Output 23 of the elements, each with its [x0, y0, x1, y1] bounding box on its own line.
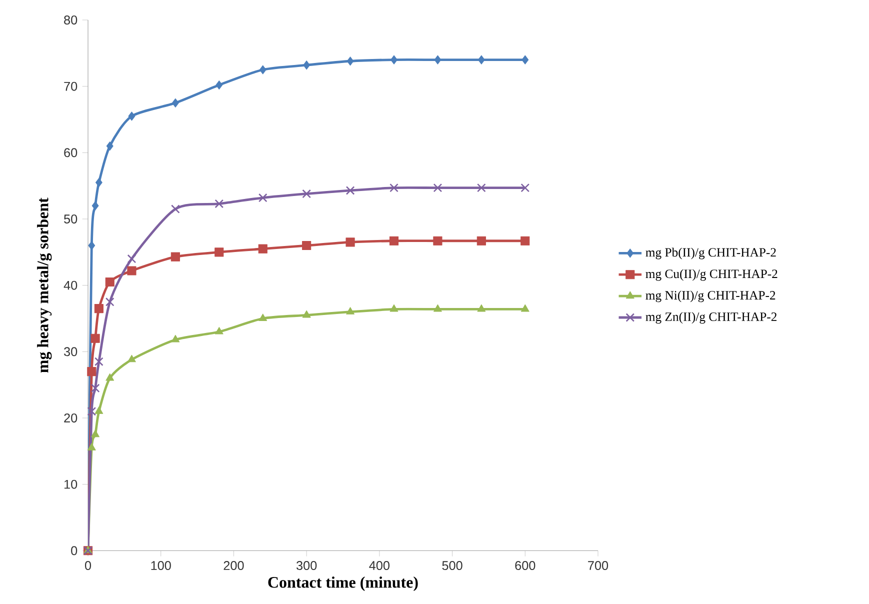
x-tick-label: 300	[296, 561, 317, 570]
y-tick-label: 50	[64, 214, 78, 224]
y-tick-label: 80	[64, 16, 78, 24]
legend-label: mg Zn(II)/g CHIT-HAP-2	[646, 312, 777, 324]
y-tick-label: 20	[64, 414, 78, 422]
legend-label: mg Pb(II)/g CHIT-HAP-2	[646, 248, 776, 260]
y-tick-label: 70	[64, 82, 78, 91]
x-tick-label: 0	[84, 561, 92, 570]
y-axis-title: mg heavy metal/g sorbent	[37, 198, 52, 373]
y-tick-label: 60	[64, 148, 78, 158]
legend-label: mg Cu(II)/g CHIT-HAP-2	[646, 269, 778, 281]
x-tick-label: 700	[588, 561, 608, 570]
y-tick-label: 40	[64, 280, 78, 290]
x-tick-label: 600	[515, 561, 536, 570]
y-tick-label: 10	[64, 480, 78, 489]
x-tick-label: 400	[369, 561, 390, 570]
x-tick-label: 100	[151, 561, 171, 570]
legend-label: mg Ni(II)/g CHIT-HAP-2	[646, 290, 776, 302]
x-tick-label: 500	[442, 561, 462, 570]
x-tick-label: 200	[224, 561, 244, 570]
y-tick-label: 30	[64, 347, 78, 356]
x-axis-title: Contact time (minute)	[268, 576, 418, 592]
y-tick-label: 0	[71, 546, 78, 556]
